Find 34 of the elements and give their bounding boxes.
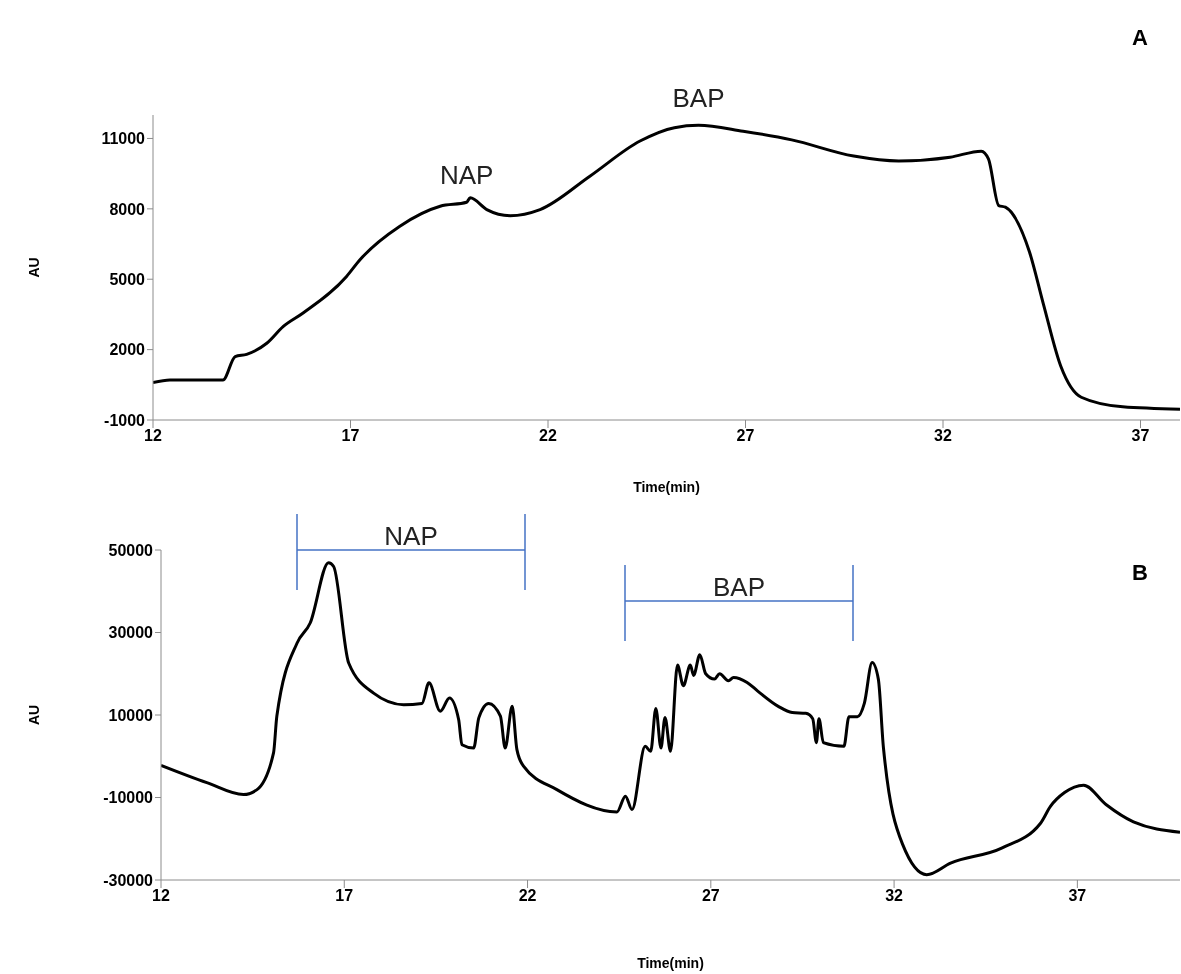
line-series bbox=[153, 123, 1180, 411]
x-tick-label: 22 bbox=[518, 887, 537, 905]
line-series bbox=[161, 561, 1180, 877]
x-tick-label: 12 bbox=[152, 887, 170, 905]
x-tick-label: 37 bbox=[1131, 427, 1150, 445]
x-tick-label: 17 bbox=[341, 427, 360, 445]
chart-title: A bbox=[1132, 25, 1149, 50]
y-axis-title: AU bbox=[26, 257, 42, 278]
x-tick-label: 27 bbox=[701, 887, 720, 905]
x-axis-title: Time(min) bbox=[633, 479, 700, 495]
x-tick-label: 27 bbox=[736, 427, 755, 445]
annotation: NAP bbox=[439, 160, 494, 191]
x-tick-label: 12 bbox=[144, 427, 162, 445]
annotation: NAP bbox=[384, 521, 438, 551]
x-axis-title: Time(min) bbox=[637, 955, 704, 971]
text: B bbox=[1132, 560, 1148, 585]
y-tick-label: 2000 bbox=[109, 341, 146, 359]
x-tick-label: 37 bbox=[1068, 887, 1087, 905]
annotation: BAP bbox=[712, 572, 766, 602]
y-tick-label: -10000 bbox=[103, 789, 154, 807]
x-tick-label: 32 bbox=[885, 887, 904, 905]
y-tick-label: 5000 bbox=[109, 270, 146, 288]
x-tick-label: 32 bbox=[934, 427, 952, 445]
y-tick-label: 8000 bbox=[109, 200, 146, 218]
y-tick-label: 10000 bbox=[108, 706, 154, 724]
y-tick-label: 11000 bbox=[101, 130, 146, 148]
y-tick-label: 50000 bbox=[108, 541, 154, 559]
y-tick-label: -1000 bbox=[104, 411, 146, 429]
x-tick-label: 22 bbox=[539, 427, 557, 445]
y-tick-label: -30000 bbox=[103, 871, 154, 889]
y-axis-title: AU bbox=[26, 704, 42, 726]
y-tick-label: 30000 bbox=[108, 624, 154, 642]
annotation: BAP bbox=[672, 83, 725, 114]
x-tick-label: 17 bbox=[335, 887, 354, 905]
